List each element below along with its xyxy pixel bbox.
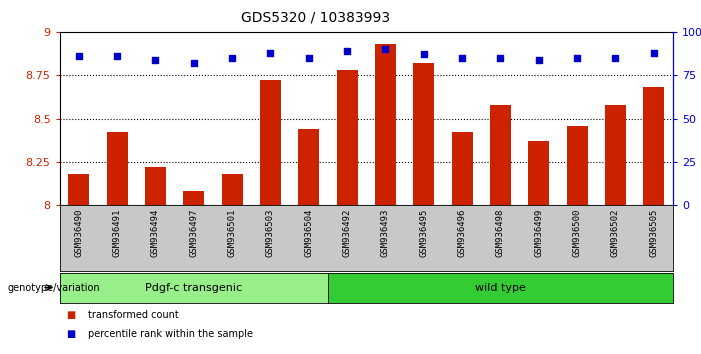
Point xyxy=(495,55,506,61)
Point xyxy=(418,52,430,57)
Bar xyxy=(336,70,358,205)
Bar xyxy=(490,105,511,205)
Text: GSM936501: GSM936501 xyxy=(228,209,237,257)
Bar xyxy=(413,63,435,205)
Point xyxy=(188,60,199,66)
Text: GSM936505: GSM936505 xyxy=(649,209,658,257)
Point xyxy=(456,55,468,61)
Text: GSM936498: GSM936498 xyxy=(496,209,505,257)
Bar xyxy=(183,192,204,205)
Text: GSM936491: GSM936491 xyxy=(113,209,121,257)
Text: percentile rank within the sample: percentile rank within the sample xyxy=(88,329,252,339)
Point xyxy=(265,50,276,56)
Point xyxy=(571,55,583,61)
Point xyxy=(533,57,545,62)
Point xyxy=(111,53,123,59)
Point xyxy=(341,48,353,54)
Bar xyxy=(566,126,587,205)
Text: ■: ■ xyxy=(67,329,76,339)
Bar xyxy=(260,80,281,205)
Bar xyxy=(145,167,166,205)
Text: transformed count: transformed count xyxy=(88,310,178,320)
Text: GSM936493: GSM936493 xyxy=(381,209,390,257)
Text: GSM936503: GSM936503 xyxy=(266,209,275,257)
Point xyxy=(610,55,621,61)
Point xyxy=(648,50,660,56)
Point xyxy=(380,46,391,52)
Text: GDS5320 / 10383993: GDS5320 / 10383993 xyxy=(241,11,390,25)
Text: ■: ■ xyxy=(67,310,76,320)
Point xyxy=(226,55,238,61)
Text: GSM936497: GSM936497 xyxy=(189,209,198,257)
Point xyxy=(73,53,84,59)
Bar xyxy=(107,132,128,205)
Bar xyxy=(222,174,243,205)
Point xyxy=(303,55,314,61)
Text: GSM936490: GSM936490 xyxy=(74,209,83,257)
Bar xyxy=(375,44,396,205)
Point xyxy=(150,57,161,62)
Bar xyxy=(451,132,472,205)
Bar xyxy=(529,141,550,205)
Text: GSM936495: GSM936495 xyxy=(419,209,428,257)
Text: GSM936502: GSM936502 xyxy=(611,209,620,257)
Text: GSM936496: GSM936496 xyxy=(458,209,467,257)
Text: genotype/variation: genotype/variation xyxy=(7,282,100,293)
Text: GSM936504: GSM936504 xyxy=(304,209,313,257)
Text: GSM936494: GSM936494 xyxy=(151,209,160,257)
Bar xyxy=(68,174,89,205)
Bar xyxy=(605,105,626,205)
Bar xyxy=(298,129,320,205)
Text: GSM936499: GSM936499 xyxy=(534,209,543,257)
Text: Pdgf-c transgenic: Pdgf-c transgenic xyxy=(145,282,243,293)
Bar xyxy=(644,87,665,205)
Text: GSM936500: GSM936500 xyxy=(573,209,582,257)
Text: wild type: wild type xyxy=(475,282,526,293)
Text: GSM936492: GSM936492 xyxy=(343,209,352,257)
